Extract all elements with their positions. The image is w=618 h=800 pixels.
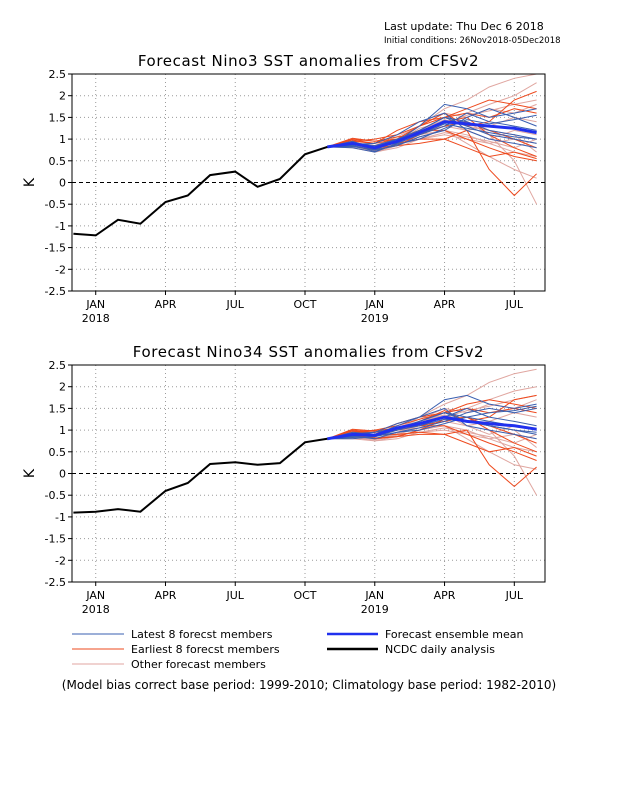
y-tick-label: 1 <box>59 424 66 437</box>
series-latest-member <box>327 112 537 149</box>
chart-panel-1: Forecast Nino3 SST anomalies from CFSv2 2… <box>22 52 546 325</box>
legend: Latest 8 forecst members Earliest 8 forec… <box>72 628 524 671</box>
y-tick-label: 0.5 <box>49 155 67 168</box>
series-earliest-member <box>327 90 537 148</box>
x-tick-year-label: 2019 <box>361 312 389 325</box>
chart-title: Forecast Nino34 SST anomalies from CFSv2 <box>133 343 484 361</box>
y-tick-label: 1.5 <box>49 111 67 124</box>
y-tick-label: -2 <box>55 554 66 567</box>
y-axis-label: K <box>22 177 38 187</box>
x-tick-year-label: 2018 <box>82 312 110 325</box>
series-ensemble-mean <box>327 415 537 441</box>
y-tick-label: -1.5 <box>45 533 66 546</box>
x-tick-year-label: 2019 <box>361 603 389 616</box>
series-ncdc-analysis <box>73 145 328 237</box>
x-tick-label: APR <box>155 589 177 602</box>
y-tick-label: 0.5 <box>49 446 67 459</box>
x-tick-label: APR <box>434 298 456 311</box>
x-tick-year-label: 2018 <box>82 603 110 616</box>
y-tick-label: 1 <box>59 133 66 146</box>
initial-conditions-text: Initial conditions: 26Nov2018-05Dec2018 <box>384 36 561 46</box>
y-tick-label: 2 <box>59 90 66 103</box>
legend-analysis-label: NCDC daily analysis <box>385 643 495 656</box>
y-tick-label: 0 <box>59 468 66 481</box>
y-tick-label: 0 <box>59 177 66 190</box>
y-tick-label: 2 <box>59 381 66 394</box>
x-tick-label: JAN <box>85 298 105 311</box>
y-tick-label: 2.5 <box>49 68 67 81</box>
y-tick-label: -1 <box>55 220 66 233</box>
y-tick-label: -0.5 <box>45 489 66 502</box>
y-tick-label: -1 <box>55 511 66 524</box>
y-tick-label: -2.5 <box>45 285 66 298</box>
legend-earliest-label: Earliest 8 forecst members <box>131 643 280 656</box>
series-ensemble-mean <box>327 120 537 150</box>
x-tick-label: OCT <box>293 298 316 311</box>
chart-title: Forecast Nino3 SST anomalies from CFSv2 <box>138 52 479 70</box>
chart-panel-2: Forecast Nino34 SST anomalies from CFSv2… <box>22 343 546 616</box>
y-tick-label: 1.5 <box>49 402 67 415</box>
y-axis-label: K <box>22 468 38 478</box>
series-latest-member <box>327 112 537 153</box>
legend-other-label: Other forecast members <box>131 658 266 671</box>
legend-latest-label: Latest 8 forecst members <box>131 628 273 641</box>
series-ncdc-analysis <box>73 437 328 514</box>
y-tick-label: 2.5 <box>49 359 67 372</box>
last-update-text: Last update: Thu Dec 6 2018 <box>384 20 544 33</box>
plot-frame <box>71 73 546 292</box>
y-tick-label: -1.5 <box>45 242 66 255</box>
x-tick-label: APR <box>434 589 456 602</box>
x-tick-label: JUL <box>226 589 245 602</box>
series-latest-member <box>327 114 537 152</box>
x-tick-label: OCT <box>293 589 316 602</box>
x-tick-label: JUL <box>226 298 245 311</box>
x-tick-label: JAN <box>85 589 105 602</box>
x-tick-label: APR <box>155 298 177 311</box>
x-tick-label: JUL <box>505 298 524 311</box>
series-earliest-member <box>327 394 537 440</box>
legend-mean-label: Forecast ensemble mean <box>385 628 524 641</box>
series-earliest-member <box>327 416 537 444</box>
series-latest-member <box>327 405 537 440</box>
y-tick-label: -2.5 <box>45 576 66 589</box>
x-tick-label: JUL <box>505 589 524 602</box>
y-tick-label: -2 <box>55 263 66 276</box>
footnote: (Model bias correct base period: 1999-20… <box>61 678 557 692</box>
plot-frame <box>71 364 546 583</box>
x-tick-label: JAN <box>364 589 384 602</box>
y-tick-label: -0.5 <box>45 198 66 211</box>
x-tick-label: JAN <box>364 298 384 311</box>
